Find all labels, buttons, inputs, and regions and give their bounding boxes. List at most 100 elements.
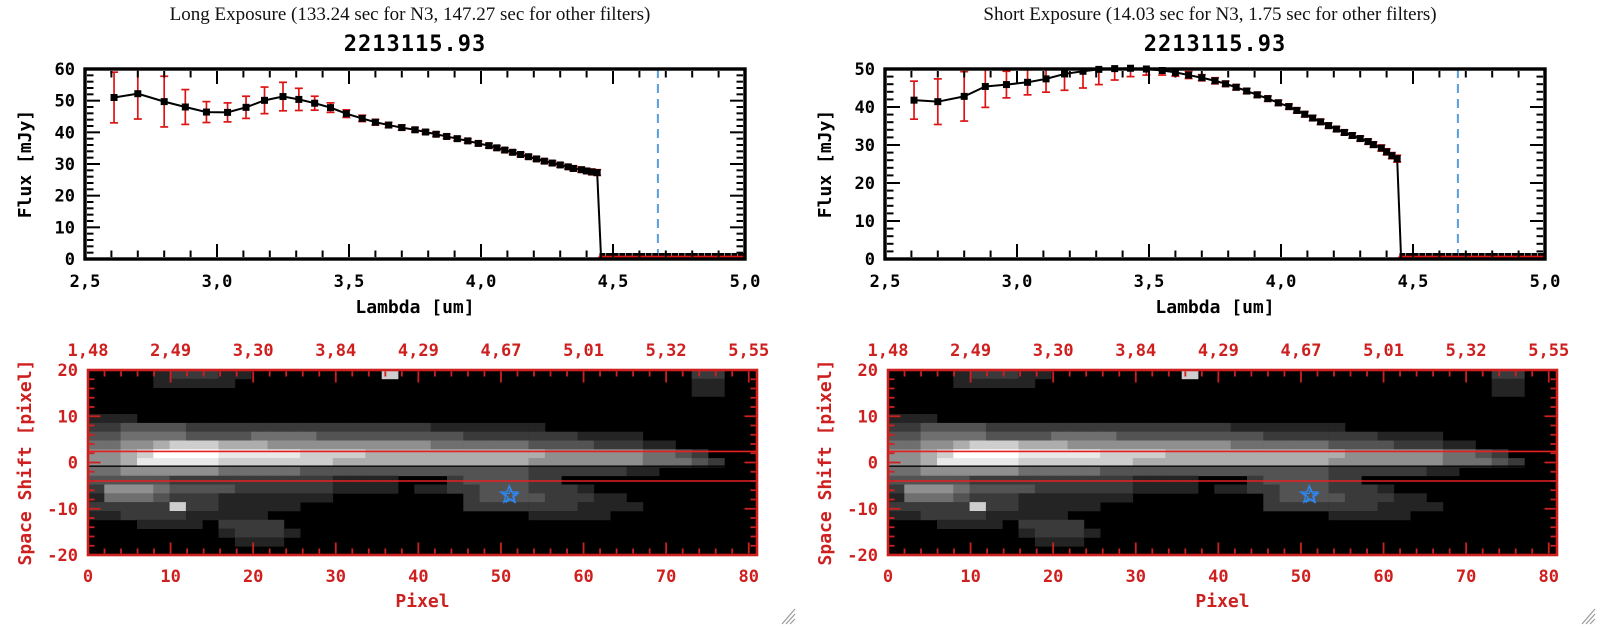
svg-text:60: 60 (1373, 567, 1393, 587)
svg-text:0: 0 (83, 567, 93, 587)
svg-text:2,5: 2,5 (870, 272, 901, 292)
svg-text:3,30: 3,30 (233, 341, 274, 361)
svg-text:2,49: 2,49 (950, 341, 991, 361)
svg-text:20: 20 (58, 361, 78, 381)
svg-text:5,0: 5,0 (1530, 272, 1561, 292)
svg-text:30: 30 (1126, 567, 1146, 587)
spectrum-line (113, 92, 745, 260)
svg-text:30: 30 (55, 155, 75, 175)
svg-text:2,49: 2,49 (150, 341, 191, 361)
svg-text:5,32: 5,32 (646, 341, 687, 361)
star-marker (502, 486, 520, 504)
svg-text:5,01: 5,01 (563, 341, 604, 361)
svg-text:-20: -20 (47, 546, 78, 566)
svg-text:10: 10 (855, 212, 875, 232)
svg-text:3,5: 3,5 (1134, 272, 1165, 292)
svg-text:40: 40 (1208, 567, 1228, 587)
svg-text:60: 60 (55, 60, 75, 80)
star-marker (1298, 483, 1320, 504)
svg-text:20: 20 (1043, 567, 1063, 587)
plots-long-exposure: 0 10 20 30 40 50 60 2,5 3,0 3,5 4,0 4,5 5,0 Lambda [u… (15, 60, 769, 612)
svg-text:50: 50 (55, 92, 75, 112)
svg-text:4,67: 4,67 (480, 341, 521, 361)
flux-plot: 0 10 20 30 40 50 60 2,5 3,0 3,5 4,0 4,5 5,0 Lambda [u… (15, 60, 760, 318)
svg-text:10: 10 (858, 407, 878, 427)
svg-text:0: 0 (868, 454, 878, 474)
svg-text:20: 20 (858, 361, 878, 381)
svg-text:0: 0 (68, 454, 78, 474)
svg-text:50: 50 (491, 567, 511, 587)
spectrum-line (913, 67, 1545, 260)
svg-text:5,0: 5,0 (730, 272, 761, 292)
svg-text:5,55: 5,55 (1528, 341, 1569, 361)
svg-text:3,5: 3,5 (334, 272, 365, 292)
svg-text:0: 0 (65, 250, 75, 270)
svg-text:80: 80 (738, 567, 758, 587)
svg-text:-20: -20 (847, 546, 878, 566)
resize-grip[interactable] (778, 604, 798, 626)
star-marker (1302, 486, 1320, 504)
svg-text:3,30: 3,30 (1033, 341, 1074, 361)
flux-plot: 0 10 20 30 40 50 2,5 3,0 3,5 4,0 4,5 5,0 Lambda [um]… (815, 60, 1560, 318)
svg-text:40: 40 (408, 567, 428, 587)
svg-text:Lambda [um]: Lambda [um] (1155, 297, 1274, 318)
svg-text:-10: -10 (847, 500, 878, 520)
plot-title-long: 2213115.93 (343, 32, 487, 57)
svg-text:70: 70 (656, 567, 676, 587)
svg-text:0: 0 (883, 567, 893, 587)
svg-text:3,84: 3,84 (1115, 341, 1156, 361)
svg-text:1,48: 1,48 (68, 341, 109, 361)
svg-text:2,5: 2,5 (70, 272, 101, 292)
svg-text:Pixel: Pixel (1195, 591, 1249, 612)
svg-text:4,29: 4,29 (1198, 341, 1239, 361)
spatial-image-plot: 1,48 2,49 3,30 3,84 4,29 4,67 5,01 5,32 5,55 0 10 2… (15, 341, 769, 612)
svg-text:3,0: 3,0 (202, 272, 233, 292)
exposure-header-short: Short Exposure (14.03 sec for N3, 1.75 s… (983, 4, 1437, 25)
svg-text:5,32: 5,32 (1446, 341, 1487, 361)
svg-text:Lambda [um]: Lambda [um] (355, 297, 474, 318)
svg-text:10: 10 (960, 567, 980, 587)
svg-text:10: 10 (58, 407, 78, 427)
svg-text:40: 40 (55, 123, 75, 143)
svg-text:Space Shift [pixel]: Space Shift [pixel] (815, 360, 836, 566)
svg-text:50: 50 (1291, 567, 1311, 587)
svg-text:20: 20 (55, 187, 75, 207)
svg-text:Pixel: Pixel (395, 591, 449, 612)
resize-grip[interactable] (1578, 604, 1598, 626)
svg-text:0: 0 (865, 250, 875, 270)
panel-long-exposure: Long Exposure (133.24 sec for N3, 147.27… (15, 4, 798, 626)
svg-text:4,5: 4,5 (1398, 272, 1429, 292)
svg-text:80: 80 (1538, 567, 1558, 587)
svg-text:5,01: 5,01 (1363, 341, 1404, 361)
svg-text:4,29: 4,29 (398, 341, 439, 361)
svg-text:10: 10 (160, 567, 180, 587)
svg-text:5,55: 5,55 (728, 341, 769, 361)
svg-text:3,84: 3,84 (315, 341, 356, 361)
svg-text:20: 20 (243, 567, 263, 587)
svg-text:Flux [mJy]: Flux [mJy] (815, 110, 836, 218)
exposure-header-long: Long Exposure (133.24 sec for N3, 147.27… (169, 4, 651, 25)
svg-text:40: 40 (855, 98, 875, 118)
svg-text:70: 70 (1456, 567, 1476, 587)
svg-text:4,0: 4,0 (1266, 272, 1297, 292)
svg-text:30: 30 (855, 136, 875, 156)
svg-text:10: 10 (55, 218, 75, 238)
svg-text:4,5: 4,5 (598, 272, 629, 292)
svg-text:4,67: 4,67 (1280, 341, 1321, 361)
star-marker (498, 483, 520, 504)
svg-text:4,0: 4,0 (466, 272, 497, 292)
svg-text:-10: -10 (47, 500, 78, 520)
svg-text:Space Shift [pixel]: Space Shift [pixel] (15, 360, 36, 566)
svg-text:1,48: 1,48 (868, 341, 909, 361)
plots-short-exposure: 0 10 20 30 40 50 2,5 3,0 3,5 4,0 4,5 5,0 Lambda [um]… (815, 60, 1569, 612)
svg-text:30: 30 (326, 567, 346, 587)
spatial-image-plot: 1,48 2,49 3,30 3,84 4,29 4,67 5,01 5,32 5,55 0 10 2… (815, 341, 1569, 612)
svg-text:60: 60 (573, 567, 593, 587)
panel-short-exposure: Short Exposure (14.03 sec for N3, 1.75 s… (800, 0, 1600, 630)
svg-text:Flux [mJy]: Flux [mJy] (15, 110, 36, 218)
svg-text:3,0: 3,0 (1002, 272, 1033, 292)
svg-text:20: 20 (855, 174, 875, 194)
svg-text:50: 50 (855, 60, 875, 80)
plot-title-short: 2213115.93 (1143, 32, 1287, 57)
